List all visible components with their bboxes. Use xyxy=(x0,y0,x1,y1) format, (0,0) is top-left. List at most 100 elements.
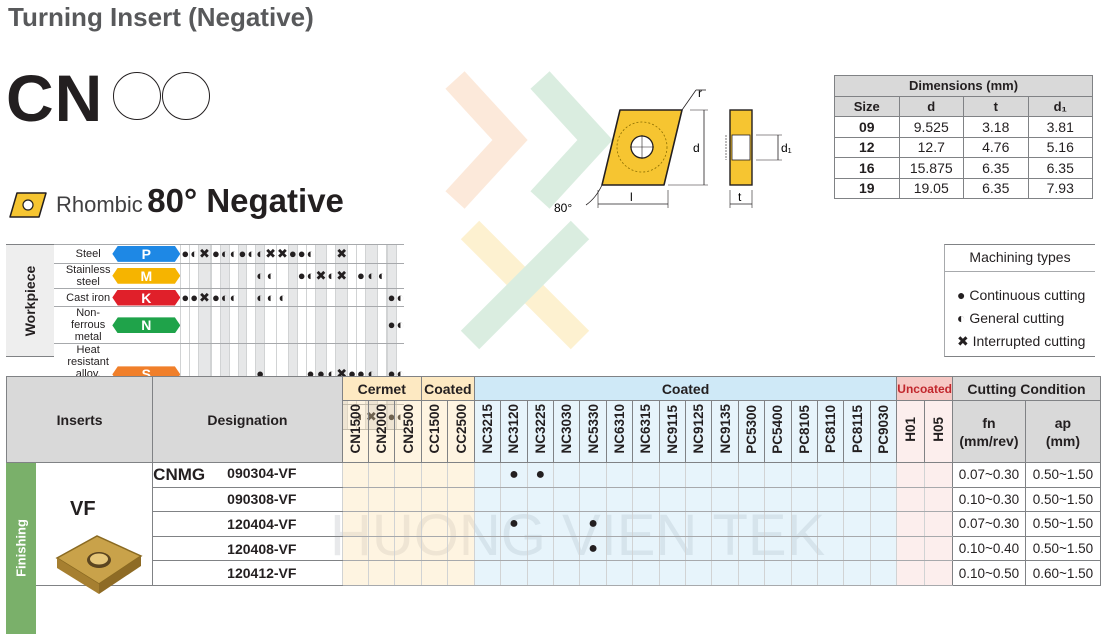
general-cutting-icon: ◐ xyxy=(228,287,239,308)
empty-cell xyxy=(553,536,580,562)
empty-cell xyxy=(228,262,239,289)
empty-cell xyxy=(924,487,953,513)
empty-cell xyxy=(473,536,501,562)
dim-header: t xyxy=(963,95,1029,117)
empty-cell xyxy=(924,560,953,586)
empty-cell xyxy=(500,560,528,586)
dim-row: 09 9.525 3.18 3.81 xyxy=(834,116,1093,138)
empty-cell xyxy=(632,536,660,562)
label-t: t xyxy=(738,190,742,204)
dimensions-table: Dimensions (mm) Size d t d₁ 09 9.525 3.1… xyxy=(834,75,1093,199)
ap-value: 0.50~1.50 xyxy=(1024,535,1101,562)
empty-cell xyxy=(386,262,397,289)
empty-cell xyxy=(579,487,607,513)
general-cutting-icon: ◐ xyxy=(364,262,378,289)
grade-cn2000: CN2000 xyxy=(368,400,396,463)
grade-nc9135: NC9135 xyxy=(711,400,739,463)
grade-cn1500: CN1500 xyxy=(341,400,370,463)
group-coated: Coated xyxy=(473,376,898,401)
empty-cell xyxy=(605,536,633,562)
grade-cc1500: CC1500 xyxy=(420,400,449,463)
label-80-deg: 80° xyxy=(554,201,572,215)
empty-cell xyxy=(896,462,925,488)
empty-cell xyxy=(658,462,686,488)
group-uncoated: Uncoated xyxy=(896,376,953,401)
grade-nc9125: NC9125 xyxy=(685,400,713,463)
empty-cell xyxy=(305,287,315,308)
empty-cell xyxy=(180,262,190,289)
designation-code: 120408-VF xyxy=(227,540,297,557)
empty-cell xyxy=(341,487,369,513)
empty-cell xyxy=(296,306,307,345)
empty-cell xyxy=(376,306,387,345)
empty-cell xyxy=(605,487,633,513)
grade-nc9115: NC9115 xyxy=(658,400,687,463)
empty-cell xyxy=(711,462,739,488)
empty-cell xyxy=(843,511,871,537)
empty-cell xyxy=(246,287,256,308)
empty-cell xyxy=(790,560,818,586)
empty-cell xyxy=(658,560,686,586)
dim-cell: 4.76 xyxy=(963,136,1029,158)
empty-cell xyxy=(447,487,475,513)
dim-header: d xyxy=(898,95,964,117)
empty-cell xyxy=(790,536,818,562)
empty-cell xyxy=(896,511,925,537)
empty-cell xyxy=(685,536,712,562)
workpiece-name: Steel xyxy=(54,244,113,264)
empty-cell xyxy=(447,462,475,488)
empty-cell xyxy=(605,511,633,537)
continuous-cutting-icon: ● xyxy=(180,287,190,308)
grade-nc6315: NC6315 xyxy=(632,400,660,463)
empty-cell xyxy=(326,287,336,308)
empty-cell xyxy=(869,462,897,488)
continuous-cutting-icon: ● xyxy=(189,287,199,308)
empty-cell xyxy=(817,536,844,562)
empty-cell xyxy=(347,306,357,345)
workpiece-row: Steel P ● ◐ ✖ ● ◐ ◐ ● ◐ ◐ ✖ ✖ ● ● ◐ ✖ xyxy=(54,244,405,264)
empty-cell xyxy=(737,462,765,488)
dim-cell: 3.18 xyxy=(963,116,1029,138)
fn-value: 0.07~0.30 xyxy=(951,511,1026,537)
empty-cell xyxy=(305,306,315,345)
empty-cell xyxy=(394,487,422,513)
grade-pc8115: PC8115 xyxy=(843,400,871,463)
cutting-condition-title: Cutting Condition xyxy=(951,376,1101,401)
empty-cell xyxy=(790,462,818,488)
interrupted-cutting-icon: ✖ xyxy=(335,262,348,289)
legend-general: ◐ General cutting xyxy=(957,310,1065,326)
empty-cell xyxy=(817,462,844,488)
empty-cell xyxy=(843,462,871,488)
empty-cell xyxy=(347,262,357,289)
code-placeholder-circle xyxy=(162,72,210,120)
empty-cell xyxy=(500,487,528,513)
empty-cell xyxy=(210,262,221,289)
general-cutting-icon: ◐ xyxy=(326,262,336,289)
empty-cell xyxy=(237,262,247,289)
empty-cell xyxy=(287,287,298,308)
empty-cell xyxy=(368,536,395,562)
empty-cell xyxy=(364,306,378,345)
empty-cell xyxy=(579,462,607,488)
empty-cell xyxy=(420,487,448,513)
empty-cell xyxy=(711,487,739,513)
designation-code: 090308-VF xyxy=(227,491,297,508)
empty-cell xyxy=(711,536,739,562)
empty-cell xyxy=(376,244,387,264)
iso-badge-k: K xyxy=(112,289,181,306)
dim-header: Size xyxy=(834,95,900,117)
empty-cell xyxy=(579,560,607,586)
general-cutting-icon: ◐ xyxy=(305,262,315,289)
empty-cell xyxy=(473,511,501,537)
general-cutting-icon: ◐ xyxy=(264,262,277,289)
dim-cell: 12 xyxy=(834,136,900,158)
empty-cell xyxy=(210,306,221,345)
dim-cell: 7.93 xyxy=(1027,177,1093,199)
empty-cell xyxy=(924,462,953,488)
empty-cell xyxy=(869,560,897,586)
workpiece-row: Stainless steel M ◐ ◐ ● ◐ ✖ ◐ ✖ ● ◐ ◐ xyxy=(54,262,405,289)
empty-cell xyxy=(395,262,405,289)
workpiece-name: Cast iron xyxy=(54,287,113,308)
empty-cell xyxy=(276,262,289,289)
empty-cell xyxy=(473,487,501,513)
